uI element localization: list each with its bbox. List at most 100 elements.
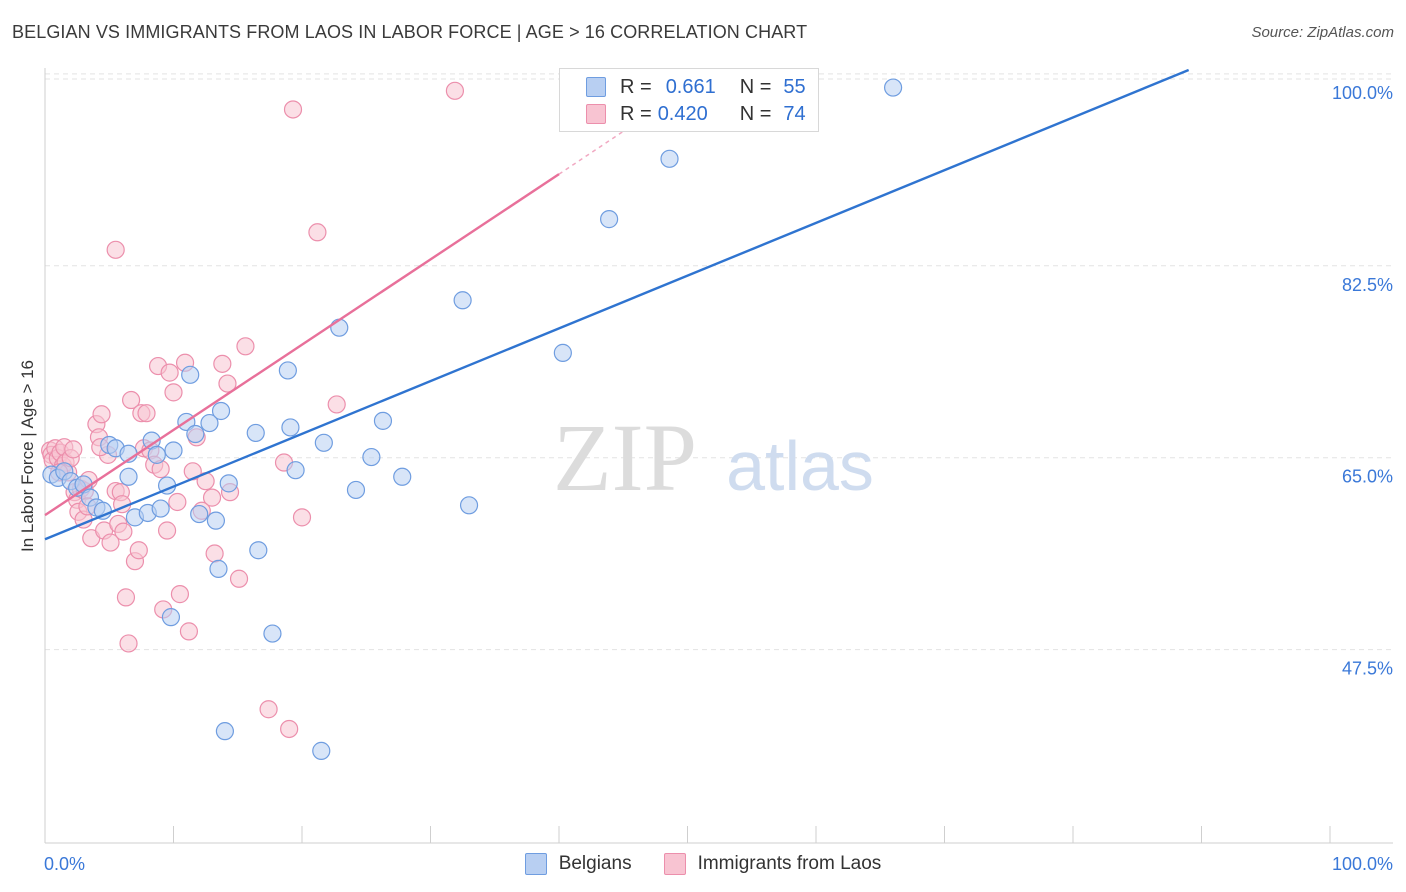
chart-title: BELGIAN VS IMMIGRANTS FROM LAOS IN LABOR… xyxy=(12,22,808,42)
laos-point xyxy=(202,488,222,507)
laos-point xyxy=(168,492,187,512)
x-tick-label: 0.0% xyxy=(44,854,85,874)
laos-point xyxy=(114,522,133,541)
belgian-point xyxy=(147,445,166,464)
laos-point xyxy=(64,440,83,459)
legend-swatch-laos xyxy=(586,104,606,124)
belgian-point xyxy=(246,423,265,443)
laos-point xyxy=(106,240,125,259)
belgian-point xyxy=(312,741,331,760)
laos-point xyxy=(116,588,136,607)
belgian-point xyxy=(600,210,619,229)
laos-point xyxy=(327,395,346,414)
laos-point xyxy=(179,622,199,641)
laos-point xyxy=(170,585,190,604)
bottom-legend: Belgians Immigrants from Laos xyxy=(0,852,1406,876)
belgian-point xyxy=(161,608,181,627)
laos-point xyxy=(292,508,312,527)
legend-row-belgians: R = 0.661 N = 55 xyxy=(586,75,806,99)
y-tick-label: 65.0% xyxy=(1342,467,1393,487)
y-tick-label: 82.5% xyxy=(1342,275,1393,295)
legend-n-label: N = xyxy=(739,75,772,98)
laos-point xyxy=(308,223,327,242)
legend-n-value: 74 xyxy=(783,102,806,125)
belgian-point xyxy=(330,318,349,337)
belgian-point xyxy=(286,461,305,480)
y-tick-label: 47.5% xyxy=(1342,659,1393,679)
watermark-atlas: atlas xyxy=(726,427,874,505)
belgian-point xyxy=(883,78,903,97)
laos-point xyxy=(101,533,120,552)
belgian-point xyxy=(186,424,205,444)
laos-point xyxy=(283,100,303,119)
bottom-legend-label-belgians: Belgians xyxy=(558,853,632,874)
laos-point xyxy=(236,337,255,356)
laos-point xyxy=(92,405,111,424)
belgian-point xyxy=(190,504,209,524)
belgian-point xyxy=(314,433,333,452)
bottom-legend-laos: Immigrants from Laos xyxy=(663,853,882,875)
belgian-point xyxy=(209,559,228,578)
legend-r-label: R = xyxy=(620,75,652,98)
belgian-point xyxy=(219,474,238,493)
legend-n-value: 55 xyxy=(783,75,806,98)
belgian-point xyxy=(119,467,138,486)
laos-point xyxy=(280,719,299,739)
belgian-points xyxy=(42,78,903,760)
legend-n-label: N = xyxy=(739,102,772,125)
legend-swatch-belgians xyxy=(586,77,606,97)
belgian-trendline xyxy=(44,68,1190,541)
belgian-point xyxy=(393,467,412,486)
belgian-point xyxy=(346,480,366,500)
belgian-point xyxy=(553,343,572,362)
bottom-legend-swatch-belgians xyxy=(524,853,547,875)
legend-r-label: R = xyxy=(620,102,652,125)
legend-r-value: 0.420 xyxy=(657,102,708,125)
belgian-point xyxy=(164,441,183,460)
watermark-zip: ZIP xyxy=(553,404,697,511)
legend-row-laos: R = 0.420 N = 74 xyxy=(586,102,806,126)
belgian-point xyxy=(215,722,234,741)
laos-point xyxy=(160,363,179,382)
legend: R = 0.661 N = 55 R = 0.420 N = 74 xyxy=(559,68,819,132)
tick-labels: 47.5% 65.0% 82.5% 100.0% 0.0% 100.0% xyxy=(44,83,1393,874)
legend-r-value: 0.661 xyxy=(665,75,716,98)
source-credit: Source: ZipAtlas.com xyxy=(1251,24,1394,41)
belgian-point xyxy=(362,447,381,467)
laos-point xyxy=(164,383,183,402)
belgian-point xyxy=(181,365,200,384)
laos-point xyxy=(121,390,141,410)
watermark: ZIP atlas xyxy=(553,404,874,511)
laos-point xyxy=(119,634,138,653)
grid-lines xyxy=(45,73,1393,651)
laos-point xyxy=(213,354,232,373)
laos-point xyxy=(445,81,465,100)
laos-point xyxy=(259,700,278,719)
laos-point xyxy=(218,374,237,393)
belgian-point xyxy=(200,413,219,433)
laos-points xyxy=(41,81,465,739)
belgian-point xyxy=(278,361,297,380)
belgian-point xyxy=(206,511,226,530)
bottom-legend-swatch-laos xyxy=(663,853,686,875)
belgian-point xyxy=(373,411,393,430)
laos-point xyxy=(137,404,156,423)
bottom-legend-label-laos: Immigrants from Laos xyxy=(697,853,882,874)
belgian-point xyxy=(660,149,679,168)
laos-trendline xyxy=(44,173,560,517)
laos-point xyxy=(205,544,224,563)
belgian-point xyxy=(453,291,472,310)
laos-point xyxy=(229,569,249,588)
laos-point xyxy=(129,541,148,560)
y-tick-label: 100.0% xyxy=(1332,83,1393,103)
belgian-point xyxy=(263,624,282,643)
bottom-legend-belgians: Belgians xyxy=(524,853,632,875)
laos-point xyxy=(157,521,177,540)
belgian-point xyxy=(281,418,300,437)
x-tick-label: 100.0% xyxy=(1332,854,1393,874)
belgian-point xyxy=(151,499,170,518)
belgian-point xyxy=(211,401,231,421)
belgian-point xyxy=(459,496,479,515)
belgian-point xyxy=(249,541,268,560)
